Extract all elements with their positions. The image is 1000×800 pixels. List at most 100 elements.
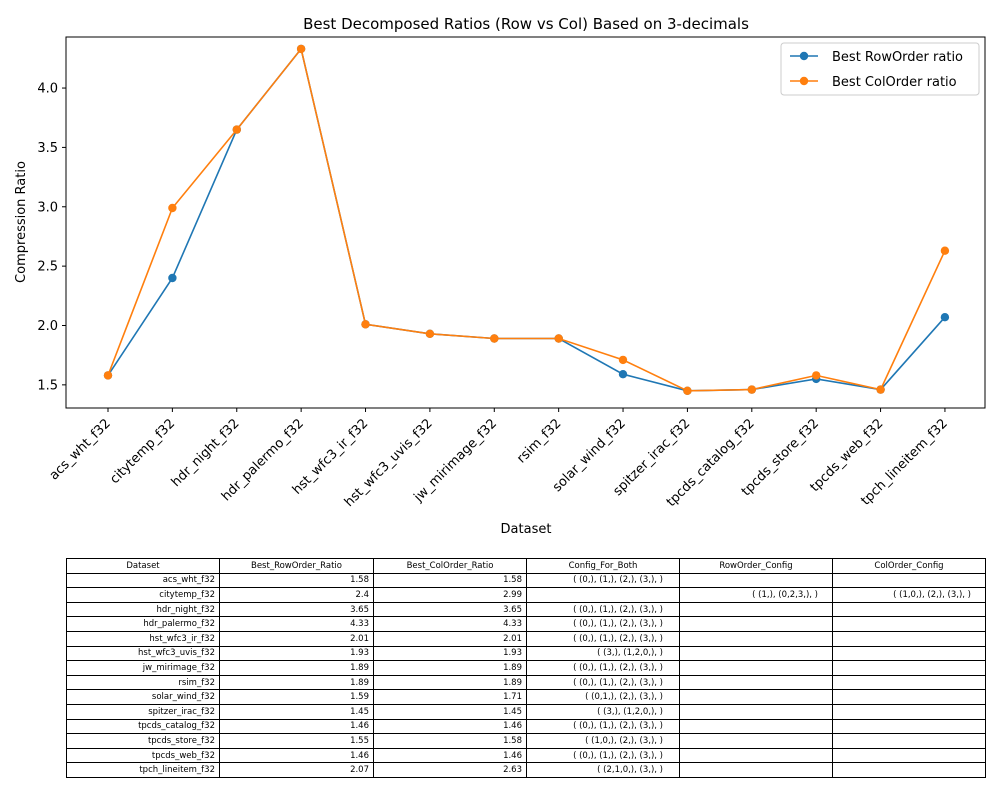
table-cell xyxy=(832,703,986,720)
table-header-cell: RowOrder_Config xyxy=(679,558,833,574)
table-cell: ( (0,), (1,), (2,), (3,), ) xyxy=(526,601,680,618)
table-cell xyxy=(832,616,986,632)
table-cell xyxy=(832,733,986,749)
y-axis-label: Compression Ratio xyxy=(14,161,29,283)
table-cell xyxy=(832,601,986,618)
table-cell: 2.4 xyxy=(219,587,374,603)
table-cell: 1.58 xyxy=(373,733,527,749)
table-body: acs_wht_f32 1.58 1.58( (0,), (1,), (2,), (… xyxy=(66,572,986,778)
table-cell: 2.01 xyxy=(373,630,527,647)
data-point-series-1 xyxy=(103,371,113,380)
table-row: citytemp_f32 2.4 2.99 ( (1,), (0,2,3,), )( … xyxy=(66,587,986,603)
x-axis: acs_wht_f32citytemp_f32hdr_night_f32hdr_… xyxy=(47,408,951,510)
table-cell: 1.58 xyxy=(219,572,374,589)
table-header-cell: Config_For_Both xyxy=(526,558,680,574)
table-row: hst_wfc3_uvis_f32 1.93 1.93( (3,), (1,2,0,… xyxy=(66,645,986,662)
table-cell: 1.45 xyxy=(373,703,527,720)
y-tick-label: 2.0 xyxy=(37,319,58,334)
table-header-row: Dataset Best_RowOrder_Ratio Best_ColOrde… xyxy=(66,558,986,574)
table-cell xyxy=(679,616,833,632)
table-cell xyxy=(679,703,833,720)
data-point-series-1 xyxy=(425,329,435,338)
table-cell: 3.65 xyxy=(373,601,527,618)
data-point-series-0 xyxy=(618,370,628,379)
legend-box xyxy=(780,42,980,96)
table-cell: solar_wind_f32 xyxy=(66,689,220,705)
data-point-series-1 xyxy=(747,385,756,394)
table-cell: spitzer_irac_f32 xyxy=(66,703,220,720)
data-point-series-1 xyxy=(361,320,370,329)
table-cell xyxy=(679,630,833,647)
x-tick-label: acs_wht_f32 xyxy=(47,416,114,483)
table-cell: 1.89 xyxy=(219,660,374,676)
y-tick-label: 2.5 xyxy=(37,260,58,275)
data-point-series-1 xyxy=(296,44,306,54)
table-cell: 1.93 xyxy=(373,645,527,662)
table-cell xyxy=(526,587,680,603)
table-cell: 4.33 xyxy=(219,616,374,632)
table-cell: 1.55 xyxy=(219,733,374,749)
table-cell xyxy=(679,689,833,705)
table-cell: 1.89 xyxy=(373,674,527,691)
table-row: tpcds_catalog_f32 1.46 1.46( (0,), (1,), (… xyxy=(66,718,986,735)
table-cell: tpcds_catalog_f32 xyxy=(66,718,220,735)
table-cell: 1.71 xyxy=(373,689,527,705)
y-tick-label: 3.0 xyxy=(37,200,58,215)
y-tick-label: 3.5 xyxy=(37,141,58,156)
table-cell xyxy=(679,718,833,735)
table-cell xyxy=(679,733,833,749)
table-cell: hdr_night_f32 xyxy=(66,601,220,618)
legend-marker-row xyxy=(799,51,809,61)
table-cell: 1.46 xyxy=(219,718,374,735)
table-cell: 1.59 xyxy=(219,689,374,705)
x-tick-label: citytemp_f32 xyxy=(107,416,178,487)
table-header-cell: Best_RowOrder_Ratio xyxy=(219,558,374,574)
table-cell xyxy=(832,572,986,589)
table-cell: rsim_f32 xyxy=(66,674,220,691)
table-row: hdr_night_f32 3.65 3.65( (0,), (1,), (2,),… xyxy=(66,601,986,618)
table-cell: jw_mirimage_f32 xyxy=(66,660,220,676)
table-cell: ( (0,), (1,), (2,), (3,), ) xyxy=(526,660,680,676)
table-row: acs_wht_f32 1.58 1.58( (0,), (1,), (2,), (… xyxy=(66,572,986,589)
table-cell: 1.45 xyxy=(219,703,374,720)
table-cell xyxy=(679,674,833,691)
table-cell: 1.93 xyxy=(219,645,374,662)
table-cell: ( (0,1,), (2,), (3,), ) xyxy=(526,689,680,705)
table-row: tpcds_store_f32 1.55 1.58( (1,0,), (2,), (… xyxy=(66,733,986,749)
table-cell: citytemp_f32 xyxy=(66,587,220,603)
table-cell: hdr_palermo_f32 xyxy=(66,616,220,632)
table-cell xyxy=(679,747,833,764)
series-line-0 xyxy=(107,47,946,392)
legend: Best RowOrder ratio Best ColOrder ratio xyxy=(780,42,980,96)
table-cell: ( (1,), (0,2,3,), ) xyxy=(679,587,833,603)
table-cell: acs_wht_f32 xyxy=(66,572,220,589)
table-cell xyxy=(679,645,833,662)
data-point-series-1 xyxy=(168,203,177,213)
table-header-cell: Best_ColOrder_Ratio xyxy=(373,558,527,574)
table-cell xyxy=(832,630,986,647)
table-cell: 2.01 xyxy=(219,630,374,647)
table-cell: ( (0,), (1,), (2,), (3,), ) xyxy=(526,718,680,735)
table-cell xyxy=(832,689,986,705)
table-cell: 1.58 xyxy=(373,572,527,589)
table-row: solar_wind_f32 1.59 1.71( (0,1,), (2,), (3… xyxy=(66,689,986,705)
table-cell: tpcds_web_f32 xyxy=(66,747,220,764)
table-cell: 2.99 xyxy=(373,587,527,603)
table-cell xyxy=(832,718,986,735)
legend-label-col: Best ColOrder ratio xyxy=(832,75,957,90)
data-point-series-1 xyxy=(940,246,950,255)
data-point-series-0 xyxy=(168,273,177,283)
table-row: spitzer_irac_f32 1.45 1.45( (3,), (1,2,0,)… xyxy=(66,703,986,720)
table-cell xyxy=(832,762,986,778)
table-cell: ( (3,), (1,2,0,), ) xyxy=(526,703,680,720)
series-layer xyxy=(103,44,950,395)
table-cell: 1.46 xyxy=(219,747,374,764)
table-cell: 1.46 xyxy=(373,718,527,735)
table-header-cell: ColOrder_Config xyxy=(832,558,986,574)
table-cell: 2.07 xyxy=(219,762,374,778)
y-axis: 1.5 2.0 2.5 3.0 3.5 4.0 xyxy=(37,82,66,393)
chart-title: Best Decomposed Ratios (Row vs Col) Base… xyxy=(303,15,749,33)
data-point-series-1 xyxy=(812,371,821,380)
table-cell: 4.33 xyxy=(373,616,527,632)
table-cell: tpch_lineitem_f32 xyxy=(66,762,220,778)
